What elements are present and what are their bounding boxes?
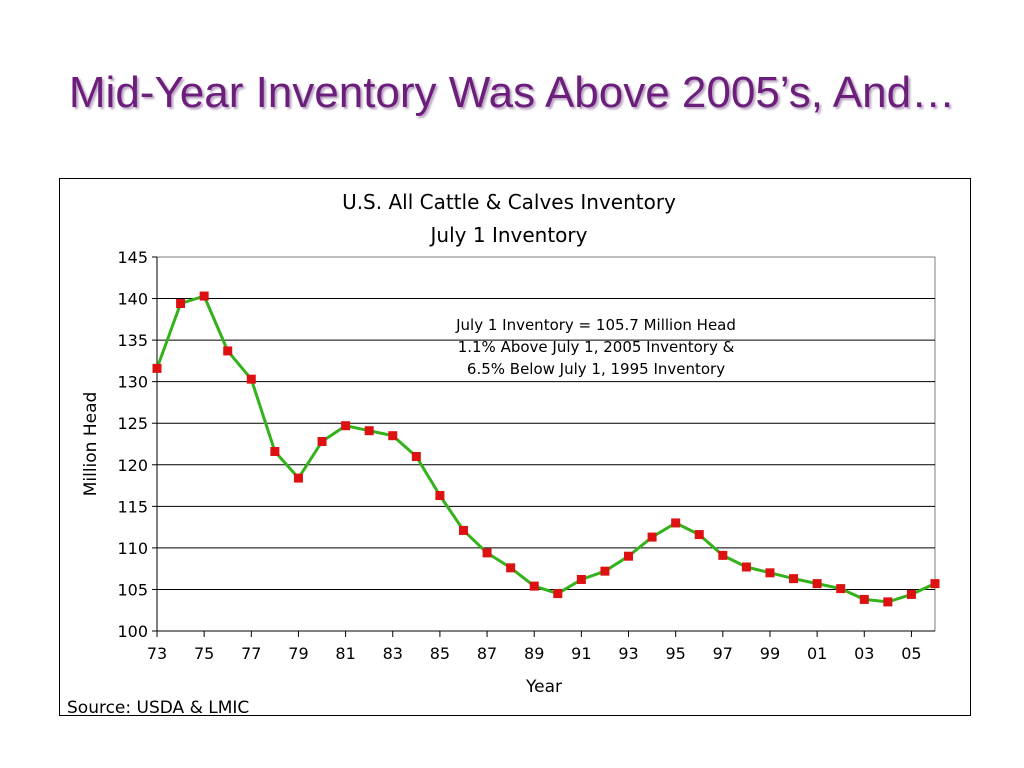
x-tick-label: 75 (194, 644, 214, 663)
line-chart: U.S. All Cattle & Calves Inventory July … (81, 190, 940, 697)
y-tick-label: 105 (117, 580, 148, 599)
data-point-marker (671, 518, 681, 528)
x-tick-label: 99 (760, 644, 780, 663)
data-point-marker (482, 548, 492, 558)
data-point-marker (812, 579, 822, 589)
x-tick-label: 81 (335, 644, 355, 663)
x-tick-label: 93 (618, 644, 638, 663)
data-point-marker (246, 374, 256, 384)
gridlines (157, 298, 935, 590)
data-point-marker (600, 566, 610, 576)
data-point-marker (506, 563, 516, 573)
data-point-marker (741, 562, 751, 572)
data-point-marker (199, 291, 209, 301)
x-tick-label: 89 (524, 644, 544, 663)
y-tick-label: 120 (117, 456, 148, 475)
plot-area (156, 256, 936, 632)
series-layer (152, 291, 940, 607)
x-axis-label: Year (525, 677, 562, 697)
annotation-line: 1.1% Above July 1, 2005 Inventory & (458, 338, 735, 356)
data-point-marker (624, 551, 634, 561)
y-axis-label: Million Head (81, 392, 101, 497)
data-point-marker (930, 579, 940, 589)
y-tick-label: 100 (117, 622, 148, 641)
data-point-marker (694, 530, 704, 540)
data-point-marker (317, 437, 327, 447)
x-tick-label: 87 (477, 644, 497, 663)
data-point-marker (647, 532, 657, 542)
x-tick-label: 73 (147, 644, 167, 663)
x-tick-label: 91 (571, 644, 591, 663)
data-point-marker (176, 299, 186, 309)
data-point-marker (152, 363, 162, 373)
y-axis-ticks: 100 105 110 115 120 125 130 135 140 145 (117, 248, 935, 641)
data-point-marker (859, 594, 869, 604)
data-point-marker (293, 473, 303, 483)
y-tick-label: 140 (117, 290, 148, 309)
data-point-marker (341, 421, 351, 431)
chart-frame: U.S. All Cattle & Calves Inventory July … (59, 178, 971, 716)
y-tick-label: 145 (117, 248, 148, 267)
data-point-marker (411, 451, 421, 461)
x-axis-ticks: 73 75 77 79 81 83 85 87 89 91 93 95 97 99 01 03 05 (147, 631, 922, 663)
chart-subtitle: July 1 Inventory (429, 223, 588, 247)
data-point-marker (458, 525, 468, 535)
x-tick-label: 03 (854, 644, 874, 663)
slide-title: Mid-Year Inventory Was Above 2005’s, And… (68, 68, 956, 117)
x-tick-label: 77 (241, 644, 261, 663)
chart-title: U.S. All Cattle & Calves Inventory (342, 190, 676, 214)
annotation-line: 6.5% Below July 1, 1995 Inventory (467, 360, 725, 378)
data-point-marker (553, 589, 563, 599)
data-point-marker (529, 581, 539, 591)
y-tick-label: 125 (117, 414, 148, 433)
source-note: Source: USDA & LMIC (67, 698, 250, 718)
data-point-marker (388, 431, 398, 441)
data-point-marker (789, 574, 799, 584)
x-tick-label: 01 (807, 644, 827, 663)
data-point-marker (836, 584, 846, 594)
data-point-marker (765, 568, 775, 578)
data-point-marker (270, 446, 280, 456)
data-point-marker (364, 426, 374, 436)
y-tick-label: 135 (117, 331, 148, 350)
y-tick-label: 115 (117, 497, 148, 516)
data-point-marker (435, 491, 445, 501)
data-point-marker (718, 550, 728, 560)
y-tick-label: 110 (117, 539, 148, 558)
data-point-marker (576, 574, 586, 584)
x-tick-label: 97 (713, 644, 733, 663)
data-point-marker (906, 589, 916, 599)
x-tick-label: 85 (430, 644, 450, 663)
x-tick-label: 79 (288, 644, 308, 663)
series-line (155, 294, 936, 604)
annotation-line: July 1 Inventory = 105.7 Million Head (455, 316, 736, 334)
data-point-marker (223, 346, 233, 356)
data-point-marker (883, 597, 893, 607)
x-tick-label: 95 (665, 644, 685, 663)
annotation: July 1 Inventory = 105.7 Million Head 1.1… (455, 316, 736, 378)
x-tick-label: 83 (383, 644, 403, 663)
x-tick-label: 05 (901, 644, 921, 663)
y-tick-label: 130 (117, 373, 148, 392)
